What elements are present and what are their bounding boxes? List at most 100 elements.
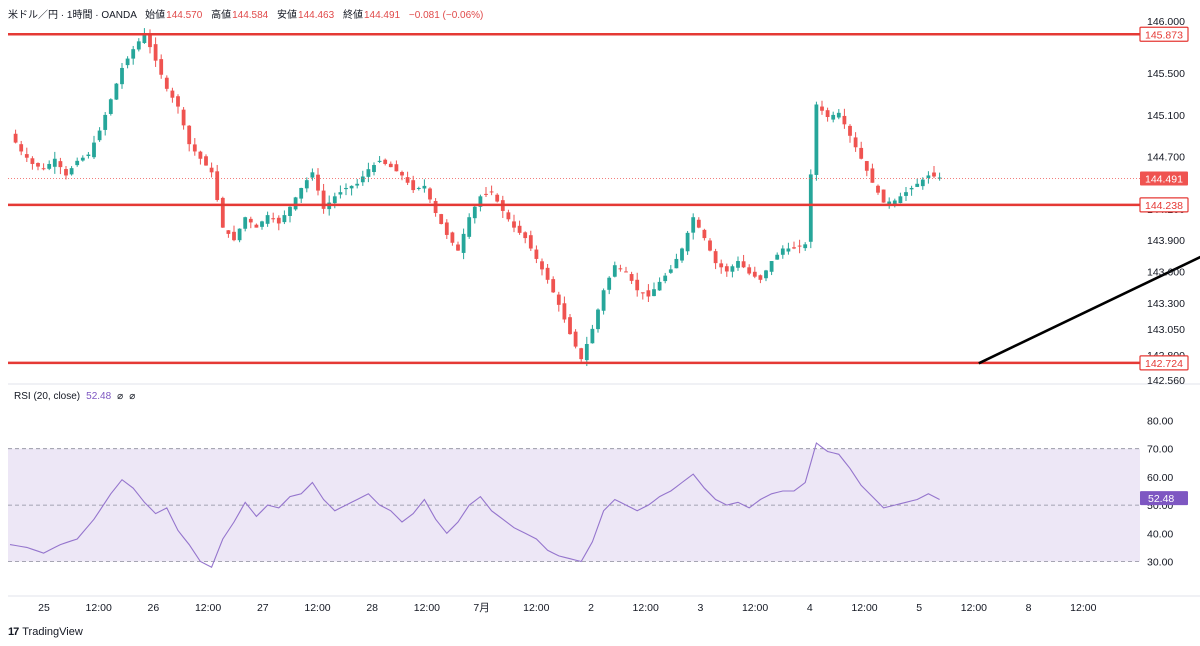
- rsi-tick-label: 60.00: [1147, 472, 1173, 484]
- time-tick-label: 25: [38, 602, 50, 614]
- last-price-label[interactable]: 144.491: [1140, 171, 1188, 186]
- horizontal-levels[interactable]: [8, 32, 1140, 365]
- candle: [181, 107, 186, 130]
- candle: [254, 223, 259, 228]
- candle: [702, 228, 707, 241]
- candle: [937, 172, 942, 181]
- level-price-label[interactable]: 142.724: [1139, 355, 1189, 371]
- candle: [551, 276, 556, 293]
- rsi-band: [8, 448, 1140, 562]
- price-tick-label: 143.050: [1147, 324, 1185, 336]
- candle: [792, 241, 796, 250]
- candle: [478, 194, 483, 212]
- candle: [764, 269, 768, 282]
- rsi-last-value-label[interactable]: 52.48: [1140, 491, 1188, 506]
- candle: [349, 185, 354, 196]
- candle: [383, 158, 388, 166]
- candle: [344, 183, 348, 196]
- candle: [444, 219, 449, 239]
- candle: [825, 107, 830, 122]
- svg-text:52.48: 52.48: [1148, 493, 1174, 505]
- trendline[interactable]: [978, 148, 1200, 365]
- time-tick-label: 28: [366, 602, 378, 614]
- candle: [265, 211, 270, 227]
- time-tick-label: 12:00: [86, 602, 112, 614]
- rsi-series-line: [9, 442, 940, 568]
- close-label: 終値: [342, 10, 363, 21]
- candle: [915, 178, 920, 188]
- level-price-label[interactable]: 144.238: [1139, 197, 1189, 213]
- time-tick-label: 5: [916, 602, 922, 614]
- candle: [439, 213, 444, 225]
- candle: [691, 213, 696, 240]
- candle: [170, 87, 175, 103]
- candle: [136, 38, 141, 52]
- rsi-line: [9, 442, 940, 568]
- candle: [517, 220, 522, 235]
- candle: [192, 138, 197, 156]
- candle: [831, 111, 836, 123]
- candle: [226, 230, 231, 238]
- candle: [489, 185, 494, 196]
- candle: [758, 274, 763, 284]
- time-tick-label: 3: [697, 602, 703, 614]
- tradingview-logo-icon: 17: [8, 626, 19, 638]
- candle: [579, 347, 584, 362]
- candle: [288, 206, 292, 223]
- price-tick-label: 143.900: [1147, 235, 1185, 247]
- candle: [769, 261, 774, 276]
- candle: [808, 169, 813, 249]
- candle: [282, 210, 287, 225]
- candle: [646, 284, 651, 302]
- candle: [198, 150, 203, 165]
- high-label: 高値: [211, 10, 232, 21]
- candle: [467, 213, 472, 239]
- candle: [663, 272, 668, 284]
- rsi-label[interactable]: RSI (20, close): [14, 391, 81, 402]
- eye-off-icon[interactable]: ⌀: [129, 391, 136, 402]
- high-value: 144.584: [232, 10, 269, 21]
- candle: [786, 242, 791, 255]
- candle: [887, 197, 892, 209]
- candle: [92, 135, 96, 159]
- candle: [204, 154, 208, 166]
- time-tick-label: 12:00: [523, 602, 549, 614]
- candle: [657, 277, 662, 291]
- candle: [724, 263, 729, 277]
- drawings[interactable]: [978, 148, 1200, 365]
- level-price-label[interactable]: 145.873: [1139, 26, 1189, 42]
- low-label: 安値: [277, 10, 298, 21]
- candle: [450, 231, 455, 246]
- candle: [545, 264, 550, 284]
- candle: [237, 228, 242, 243]
- candle: [500, 195, 505, 218]
- candle: [215, 164, 220, 202]
- price-tick-label: 144.700: [1147, 152, 1185, 164]
- eye-off-icon[interactable]: ⌀: [117, 391, 124, 402]
- candle: [13, 129, 18, 144]
- symbol-title[interactable]: 米ドル／円 · 1時間 · OANDA: [8, 10, 137, 21]
- candle: [153, 37, 158, 67]
- candle: [741, 254, 746, 269]
- candle: [260, 220, 264, 230]
- price-axes[interactable]: 146.000145.500145.100144.700144.200143.9…: [1139, 16, 1189, 569]
- candle: [209, 162, 214, 178]
- time-tick-label: 12:00: [1070, 602, 1096, 614]
- time-tick-label: 12:00: [304, 602, 330, 614]
- candle: [696, 217, 701, 229]
- price-tick-label: 142.560: [1147, 375, 1185, 387]
- rsi-tick-label: 40.00: [1147, 528, 1173, 540]
- rsi-value: 52.48: [86, 391, 112, 402]
- candle: [652, 282, 656, 297]
- open-label: 始値: [145, 10, 166, 21]
- candle: [797, 239, 802, 254]
- candle: [377, 156, 382, 164]
- candle: [80, 155, 85, 162]
- candle: [568, 313, 572, 335]
- candle: [668, 265, 673, 274]
- candle: [523, 231, 528, 244]
- candle: [680, 247, 684, 263]
- time-axis[interactable]: 25 12:00 26 12:00 27 12:00 28 12:00 7月 12:00 2 12:0…: [38, 602, 1096, 614]
- candle: [187, 125, 192, 152]
